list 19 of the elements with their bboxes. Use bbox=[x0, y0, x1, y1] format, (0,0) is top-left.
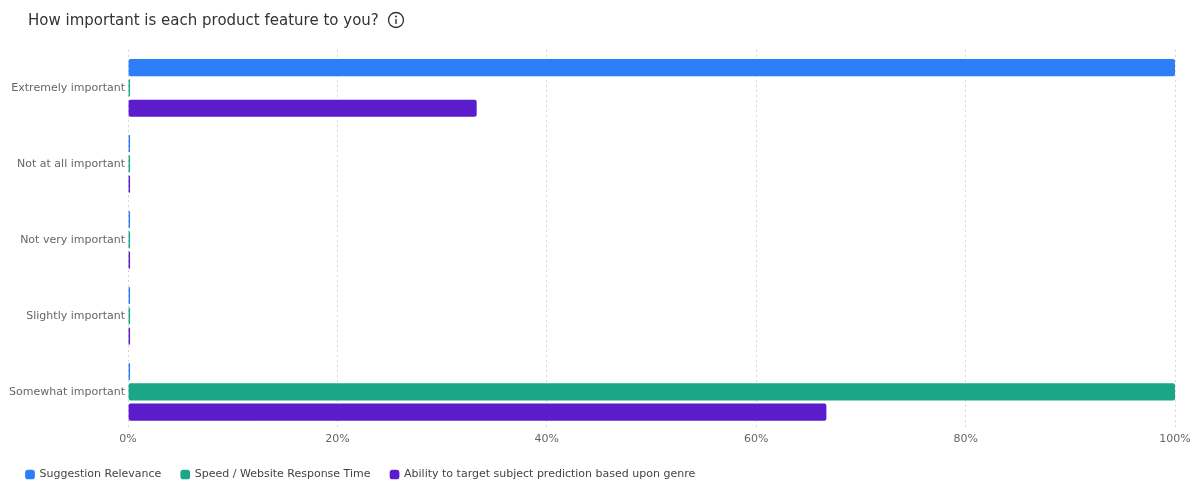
y-tick-label: Slightly important bbox=[26, 308, 126, 322]
legend-label: Speed / Website Response Time bbox=[194, 467, 371, 481]
chart-title: How important is each product feature to you? bbox=[28, 11, 379, 29]
legend-label: Suggestion Relevance bbox=[39, 467, 162, 481]
x-tick-label: 40% bbox=[534, 432, 560, 446]
x-tick-label: 0% bbox=[119, 432, 137, 446]
y-tick-label: Not at all important bbox=[17, 156, 126, 170]
x-tick-label: 80% bbox=[953, 432, 978, 446]
y-tick-label: Somewhat important bbox=[9, 384, 126, 398]
bar bbox=[128, 383, 1175, 401]
bar bbox=[128, 99, 477, 117]
y-tick-label: Not very important bbox=[20, 232, 126, 246]
x-tick-label: 100% bbox=[1159, 432, 1191, 446]
legend-label: Ability to target subject prediction based upon genre bbox=[404, 467, 696, 481]
y-tick-label: Extremely important bbox=[11, 80, 126, 94]
bar bbox=[128, 403, 827, 421]
bar bbox=[128, 59, 1175, 77]
x-tick-label: 20% bbox=[325, 432, 350, 446]
x-tick-label: 60% bbox=[744, 432, 769, 446]
